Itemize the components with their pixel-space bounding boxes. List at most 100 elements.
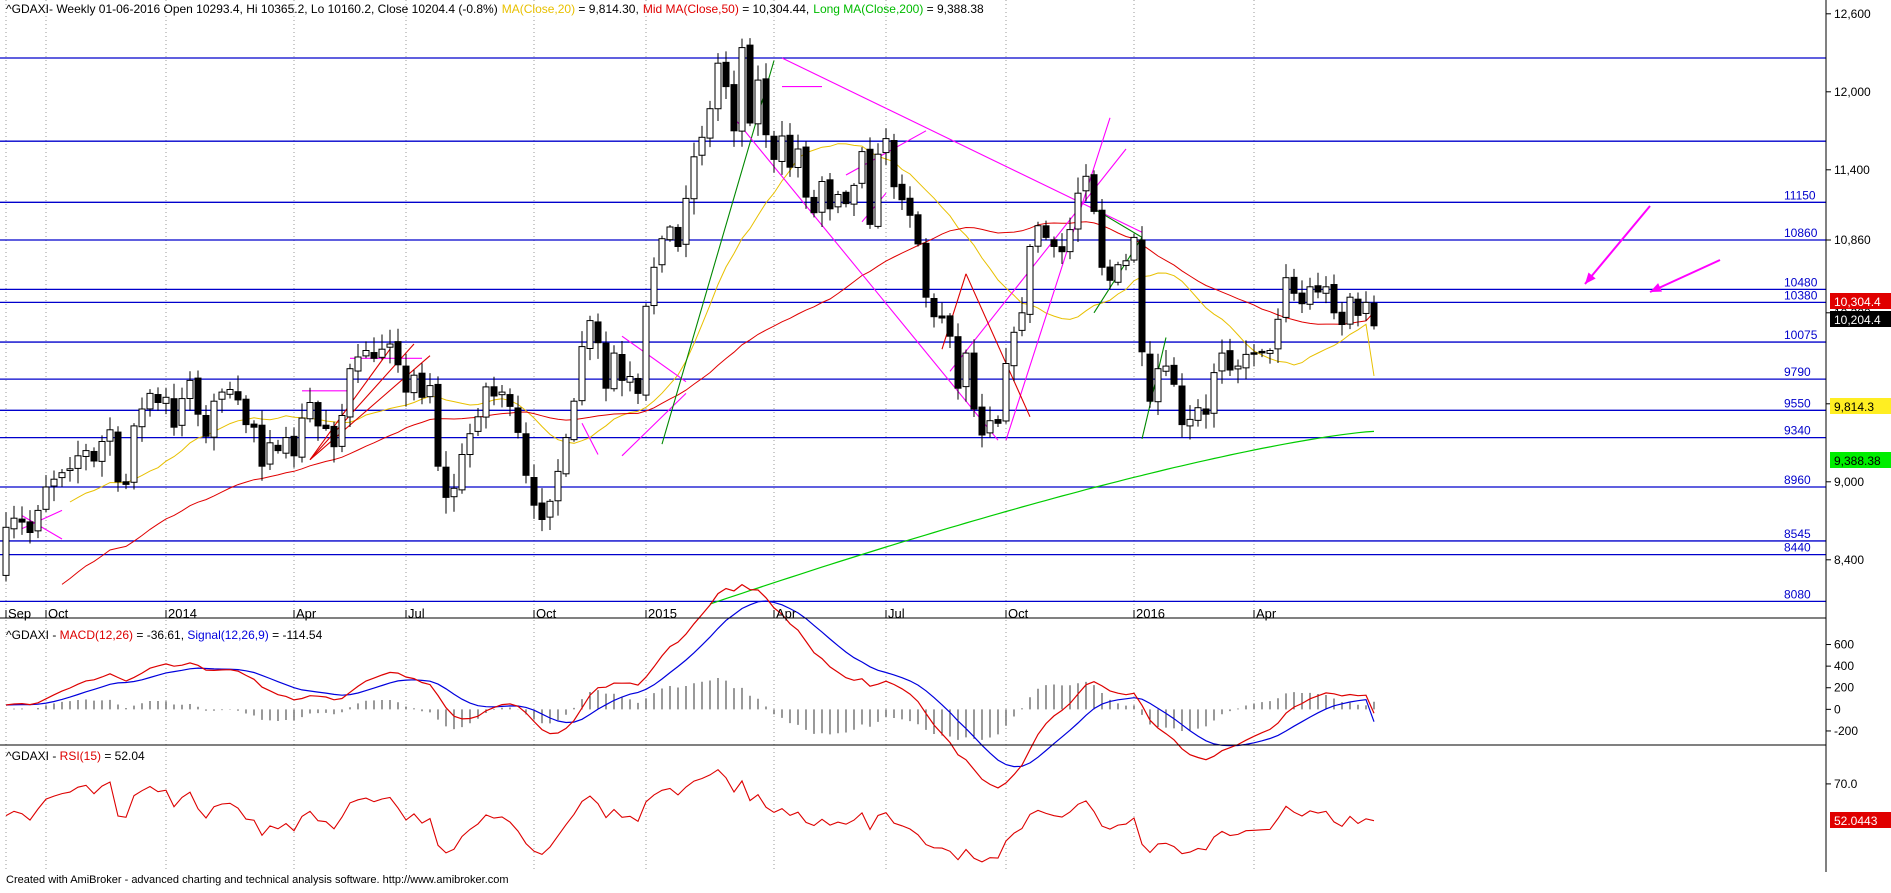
candle[interactable]	[546, 498, 554, 530]
candle[interactable]	[490, 376, 498, 406]
candle[interactable]	[642, 303, 650, 401]
candle[interactable]	[1298, 280, 1306, 314]
candle[interactable]	[866, 137, 874, 229]
candle[interactable]	[674, 224, 682, 252]
candle[interactable]	[1018, 297, 1026, 337]
candle[interactable]	[554, 459, 562, 516]
candle[interactable]	[234, 375, 242, 405]
candle[interactable]	[1210, 363, 1218, 428]
candle[interactable]	[842, 190, 850, 208]
candle[interactable]	[290, 427, 298, 468]
candle[interactable]	[282, 426, 290, 459]
candle[interactable]	[482, 382, 490, 429]
candle[interactable]	[906, 186, 914, 228]
candle[interactable]	[826, 173, 834, 221]
candle[interactable]	[658, 235, 666, 273]
candle[interactable]	[930, 293, 938, 328]
candle[interactable]	[802, 141, 810, 209]
candle[interactable]	[514, 395, 522, 439]
candle[interactable]	[562, 433, 570, 477]
candle[interactable]	[314, 400, 322, 441]
candle[interactable]	[754, 65, 762, 136]
candle[interactable]	[354, 344, 362, 383]
candle[interactable]	[114, 426, 122, 492]
candle[interactable]	[586, 315, 594, 361]
candle[interactable]	[250, 420, 258, 443]
candle[interactable]	[378, 334, 386, 360]
candle[interactable]	[194, 370, 202, 427]
candle[interactable]	[1202, 394, 1210, 429]
candle[interactable]	[98, 435, 106, 477]
candle[interactable]	[1306, 277, 1314, 310]
candle[interactable]	[258, 410, 266, 481]
candle[interactable]	[1242, 340, 1250, 380]
candle[interactable]	[66, 457, 74, 482]
candle[interactable]	[890, 133, 898, 199]
candle[interactable]	[786, 123, 794, 177]
candle[interactable]	[426, 373, 434, 404]
candle[interactable]	[130, 423, 138, 490]
candle[interactable]	[1338, 302, 1346, 336]
candle[interactable]	[602, 331, 610, 402]
candle[interactable]	[1266, 348, 1274, 364]
candle[interactable]	[1098, 199, 1106, 276]
candle[interactable]	[410, 369, 418, 401]
candle[interactable]	[922, 238, 930, 308]
candle[interactable]	[762, 63, 770, 148]
candle[interactable]	[1250, 344, 1258, 367]
candle[interactable]	[778, 120, 786, 175]
candle[interactable]	[1002, 347, 1010, 424]
candle[interactable]	[506, 388, 514, 417]
candle[interactable]	[1274, 308, 1282, 364]
candle[interactable]	[810, 189, 818, 218]
candle[interactable]	[170, 383, 178, 436]
candle[interactable]	[578, 331, 586, 406]
candle[interactable]	[346, 363, 354, 427]
candle[interactable]	[178, 387, 186, 437]
candle[interactable]	[1090, 170, 1098, 215]
candle[interactable]	[738, 38, 746, 147]
candle[interactable]	[450, 473, 458, 512]
candle[interactable]	[618, 341, 626, 397]
candle[interactable]	[474, 407, 482, 437]
candle[interactable]	[858, 147, 866, 189]
candle[interactable]	[106, 417, 114, 456]
candle[interactable]	[1218, 339, 1226, 384]
candle[interactable]	[18, 506, 26, 535]
candle[interactable]	[58, 468, 66, 487]
candle[interactable]	[74, 440, 82, 484]
candle[interactable]	[986, 406, 994, 438]
candles[interactable]	[2, 38, 1378, 582]
candle[interactable]	[994, 415, 1002, 428]
candle[interactable]	[1282, 264, 1290, 323]
candle[interactable]	[746, 38, 754, 127]
candle[interactable]	[1362, 291, 1370, 321]
candle[interactable]	[338, 403, 346, 453]
candle[interactable]	[1066, 217, 1074, 260]
candle[interactable]	[1290, 268, 1298, 301]
candle[interactable]	[634, 373, 642, 404]
candle[interactable]	[522, 422, 530, 484]
candle[interactable]	[626, 361, 634, 392]
candle[interactable]	[914, 211, 922, 247]
candle[interactable]	[306, 387, 314, 423]
candle[interactable]	[154, 387, 162, 411]
candle[interactable]	[1258, 348, 1266, 358]
candle[interactable]	[610, 345, 618, 392]
candle[interactable]	[874, 143, 882, 229]
candle[interactable]	[298, 403, 306, 463]
candle[interactable]	[1034, 221, 1042, 253]
candle[interactable]	[162, 387, 170, 415]
candle[interactable]	[938, 302, 946, 324]
candle[interactable]	[770, 130, 778, 173]
candle[interactable]	[370, 337, 378, 363]
candle[interactable]	[690, 142, 698, 215]
candle[interactable]	[650, 257, 658, 315]
candle[interactable]	[322, 410, 330, 431]
candle[interactable]	[1170, 357, 1178, 387]
candle[interactable]	[1010, 326, 1018, 382]
candle[interactable]	[962, 349, 970, 402]
candle[interactable]	[1314, 272, 1322, 299]
candle[interactable]	[1162, 349, 1170, 377]
candle[interactable]	[1178, 373, 1186, 438]
